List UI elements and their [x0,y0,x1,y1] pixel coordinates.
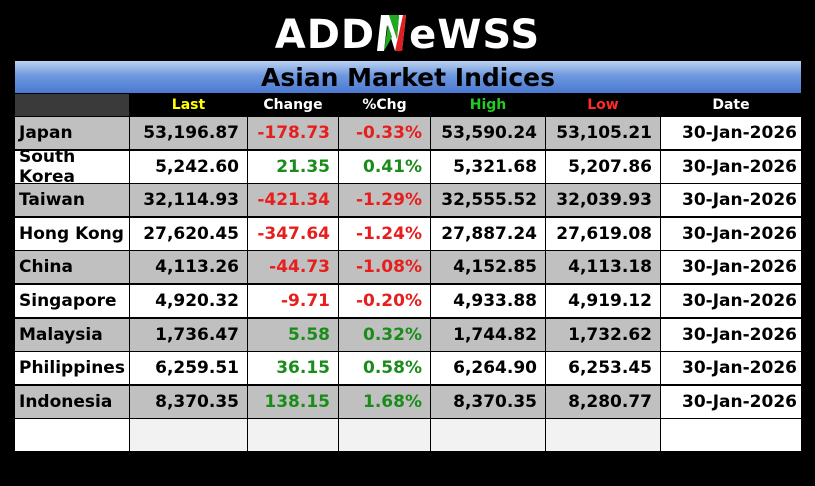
cell-change: -9.71 [248,285,338,317]
empty-cell [130,419,247,452]
cell-high: 1,744.82 [431,318,545,351]
cell-low: 6,253.45 [546,352,660,385]
cell-name: China [15,251,129,284]
cell-pct-change: -1.24% [339,217,430,250]
cell-change: 21.35 [248,150,338,183]
cell-low: 5,207.86 [546,150,660,183]
cell-name: Malaysia [15,318,129,351]
cell-pct-change: -0.20% [339,285,430,317]
cell-name: South Korea [15,147,129,187]
cell-high: 32,555.52 [431,184,545,217]
table-header-row: Last Change %Chg High Low Date [15,94,801,116]
cell-name: Indonesia [15,385,129,418]
cell-date: 30-Jan-2026 [661,150,801,183]
cell-change: -44.73 [248,251,338,284]
cell-last: 5,242.60 [130,150,247,183]
cell-high: 4,933.88 [431,285,545,317]
cell-date: 30-Jan-2026 [661,385,801,418]
header-last: Last [130,94,247,116]
cell-pct-change: -0.33% [339,117,430,149]
cell-high: 4,152.85 [431,251,545,284]
table-row: Malaysia 1,736.47 5.58 0.32% 1,744.82 1,732.6… [15,318,801,351]
cell-low: 8,280.77 [546,385,660,418]
header-high: High [431,94,545,116]
cell-low: 1,732.62 [546,318,660,351]
cell-pct-change: -1.08% [339,251,430,284]
cell-name: Philippines [15,352,129,385]
empty-cell [339,419,430,452]
cell-last: 8,370.35 [130,385,247,418]
empty-cell [431,419,545,452]
table-row: Indonesia 8,370.35 138.15 1.68% 8,370.35 8,28… [15,385,801,418]
empty-cell [661,419,801,452]
cell-high: 5,321.68 [431,150,545,183]
header-low: Low [546,94,660,116]
cell-high: 27,887.24 [431,217,545,250]
cell-name: Taiwan [15,184,129,217]
table-row: China 4,113.26 -44.73 -1.08% 4,152.85 4,113.1… [15,251,801,284]
header-pct-change: %Chg [339,94,430,116]
cell-last: 32,114.93 [130,184,247,217]
cell-name: Hong Kong [15,217,129,250]
cell-low: 32,039.93 [546,184,660,217]
cell-last: 6,259.51 [130,352,247,385]
logo-text-after: eWSS [409,12,541,58]
empty-cell [546,419,660,452]
cell-change: 138.15 [248,385,338,418]
cell-change: -347.64 [248,217,338,250]
cell-low: 53,105.21 [546,117,660,149]
empty-cell [248,419,338,452]
logo-text-before: ADD [274,12,376,58]
cell-date: 30-Jan-2026 [661,251,801,284]
cell-low: 4,113.18 [546,251,660,284]
cell-name: Japan [15,117,129,149]
logo-n-icon [377,15,407,51]
cell-date: 30-Jan-2026 [661,285,801,317]
cell-last: 1,736.47 [130,318,247,351]
table-row: Philippines 6,259.51 36.15 0.58% 6,264.90 6,2… [15,352,801,385]
cell-pct-change: 1.68% [339,385,430,418]
header-name [15,94,129,116]
cell-last: 27,620.45 [130,217,247,250]
empty-table-row [15,419,801,452]
header-change: Change [248,94,338,116]
header-date: Date [661,94,801,116]
cell-last: 53,196.87 [130,117,247,149]
cell-high: 53,590.24 [431,117,545,149]
cell-date: 30-Jan-2026 [661,217,801,250]
cell-date: 30-Jan-2026 [661,117,801,149]
cell-low: 27,619.08 [546,217,660,250]
cell-pct-change: -1.29% [339,184,430,217]
cell-high: 6,264.90 [431,352,545,385]
cell-date: 30-Jan-2026 [661,318,801,351]
table-title-bar: Asian Market Indices [15,61,801,93]
cell-pct-change: 0.32% [339,318,430,351]
cell-high: 8,370.35 [431,385,545,418]
table-row: South Korea 5,242.60 21.35 0.41% 5,321.68 5,2… [15,147,801,187]
cell-last: 4,920.32 [130,285,247,317]
logo-text: ADD eWSS [275,13,540,55]
table-title: Asian Market Indices [260,62,556,92]
cell-change: 5.58 [248,318,338,351]
cell-change: -178.73 [248,117,338,149]
cell-last: 4,113.26 [130,251,247,284]
cell-date: 30-Jan-2026 [661,352,801,385]
table-row: Taiwan 32,114.93 -421.34 -1.29% 32,555.52 32,… [15,184,801,217]
cell-low: 4,919.12 [546,285,660,317]
cell-change: 36.15 [248,352,338,385]
table-row: Singapore 4,920.32 -9.71 -0.20% 4,933.88 4,91… [15,285,801,317]
table-row: Hong Kong 27,620.45 -347.64 -1.24% 27,887.24… [15,217,801,250]
logo-mark [375,13,409,55]
cell-pct-change: 0.41% [339,150,430,183]
cell-date: 30-Jan-2026 [661,184,801,217]
cell-change: -421.34 [248,184,338,217]
empty-cell [15,419,129,452]
table-row: Japan 53,196.87 -178.73 -0.33% 53,590.24 53,1… [15,117,801,149]
brand-logo: ADD eWSS [0,8,815,60]
cell-name: Singapore [15,285,129,317]
cell-pct-change: 0.58% [339,352,430,385]
